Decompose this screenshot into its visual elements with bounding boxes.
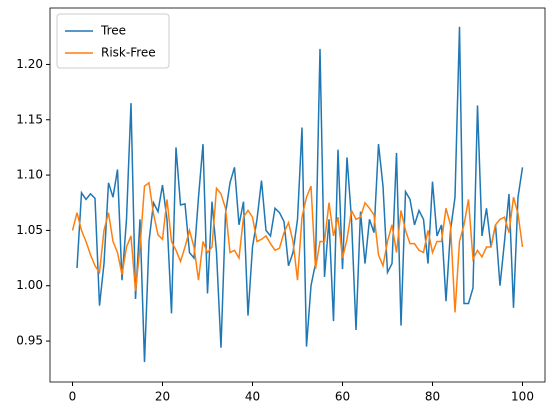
- line-series: [71, 181, 524, 313]
- x-tick-label: 40: [245, 390, 260, 404]
- x-tick-label: 20: [155, 390, 170, 404]
- y-tick-label: 1.00: [16, 278, 43, 292]
- y-tick-label: 0.95: [16, 334, 43, 348]
- y-tick-label: 1.05: [16, 223, 43, 237]
- line-series: [76, 26, 524, 363]
- x-tick-label: 80: [425, 390, 440, 404]
- x-tick-label: 60: [335, 390, 350, 404]
- y-tick-label: 1.10: [16, 168, 43, 182]
- plot-frame: [49, 7, 546, 383]
- x-tick-label: 100: [511, 390, 534, 404]
- legend-box: [56, 13, 170, 69]
- legend-label: Risk-Free: [101, 46, 156, 60]
- y-tick-label: 1.20: [16, 57, 43, 71]
- y-tick-label: 1.15: [16, 112, 43, 126]
- legend-label: Tree: [100, 24, 126, 38]
- x-tick-label: 0: [69, 390, 77, 404]
